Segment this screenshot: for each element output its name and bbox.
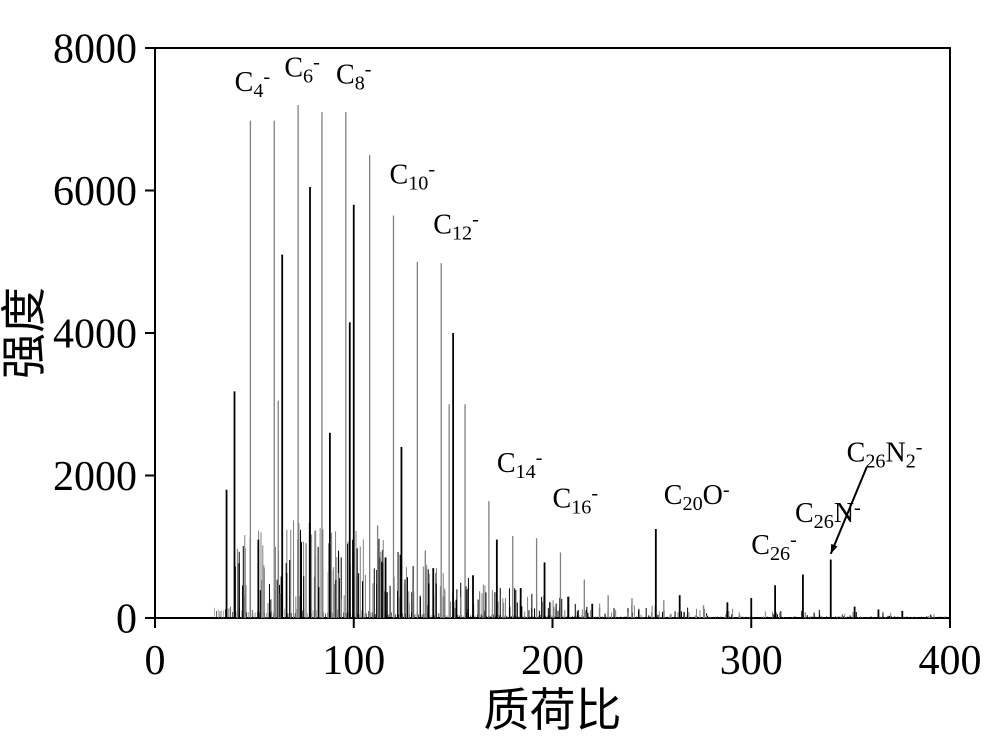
x-tick-label: 0 [145,638,166,684]
x-axis-label: 质荷比 [484,685,622,736]
y-tick-label: 8000 [53,27,137,73]
y-tick-label: 6000 [53,169,137,215]
x-tick-label: 200 [521,638,584,684]
y-tick-label: 2000 [53,454,137,500]
mass-spectrum-chart: 0100200300400质荷比02000400060008000强度C4-C6… [0,0,1000,752]
x-tick-label: 400 [919,638,982,684]
x-tick-label: 100 [322,638,385,684]
y-tick-label: 4000 [53,312,137,358]
y-axis-label: 强度 [0,287,50,379]
x-tick-label: 300 [720,638,783,684]
y-tick-label: 0 [116,597,137,643]
